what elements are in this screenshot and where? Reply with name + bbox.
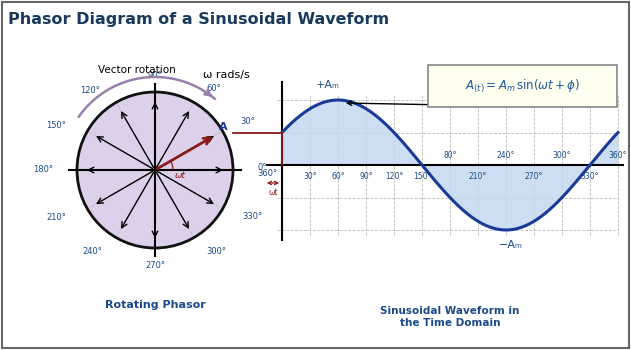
- Text: 330°: 330°: [581, 172, 599, 181]
- Text: ω rads/s: ω rads/s: [203, 70, 250, 80]
- Text: Vector rotation: Vector rotation: [98, 65, 176, 75]
- Text: 330°: 330°: [242, 211, 262, 220]
- Text: 210°: 210°: [46, 214, 66, 223]
- Text: A: A: [218, 122, 227, 132]
- Text: 60°: 60°: [206, 84, 221, 93]
- Text: 90°: 90°: [359, 172, 373, 181]
- Text: Rotating Phasor: Rotating Phasor: [105, 300, 205, 310]
- Text: +Aₘ: +Aₘ: [316, 80, 340, 90]
- Text: 300°: 300°: [206, 246, 226, 256]
- Text: 30°: 30°: [303, 172, 317, 181]
- FancyBboxPatch shape: [428, 65, 617, 107]
- Text: 300°: 300°: [553, 151, 571, 160]
- Text: 30°: 30°: [240, 118, 255, 126]
- Text: Sinusoidal Waveform in
the Time Domain: Sinusoidal Waveform in the Time Domain: [380, 306, 520, 328]
- Text: $A_{(t)} = A_m\,\sin(\omega t + \phi)$: $A_{(t)} = A_m\,\sin(\omega t + \phi)$: [465, 77, 580, 94]
- Text: 150°: 150°: [46, 121, 66, 131]
- Text: 360°: 360°: [609, 151, 627, 160]
- Text: 240°: 240°: [497, 151, 515, 160]
- Text: 210°: 210°: [469, 172, 487, 181]
- Text: 0°: 0°: [257, 162, 266, 172]
- Text: 90°: 90°: [148, 70, 162, 79]
- Text: 180°: 180°: [33, 166, 53, 175]
- Text: 270°: 270°: [525, 172, 543, 181]
- Text: 80°: 80°: [443, 151, 457, 160]
- Text: Phasor Diagram of a Sinusoidal Waveform: Phasor Diagram of a Sinusoidal Waveform: [8, 12, 389, 27]
- Circle shape: [77, 92, 233, 248]
- Text: 150°: 150°: [413, 172, 431, 181]
- Text: ωt: ωt: [175, 171, 186, 180]
- Text: 270°: 270°: [145, 261, 165, 271]
- Text: 360°: 360°: [257, 169, 277, 178]
- Text: 120°: 120°: [385, 172, 403, 181]
- Text: ωt: ωt: [268, 188, 278, 197]
- Text: 60°: 60°: [331, 172, 345, 181]
- Text: 120°: 120°: [80, 86, 100, 96]
- Text: 240°: 240°: [82, 246, 102, 256]
- Text: −Aₘ: −Aₘ: [499, 240, 523, 250]
